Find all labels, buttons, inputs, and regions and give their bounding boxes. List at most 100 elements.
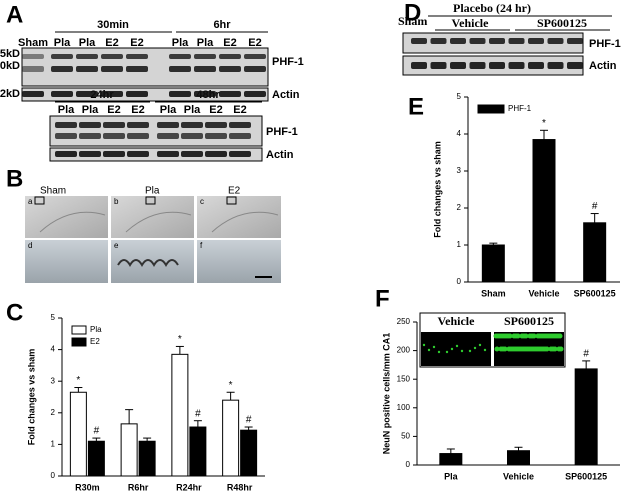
- signal: [432, 345, 436, 349]
- band: [76, 91, 98, 97]
- bar: [69, 391, 87, 477]
- x-tick-label: Pla: [444, 471, 459, 481]
- band: [547, 62, 564, 69]
- band: [51, 54, 73, 59]
- signal: [543, 333, 549, 339]
- legend-label: Pla: [90, 325, 102, 334]
- panel-label: B: [6, 165, 23, 192]
- band: [157, 122, 179, 128]
- signal: [501, 333, 507, 339]
- y-axis-label: Fold changes vs sham: [432, 141, 442, 238]
- group-label: Vehicle: [452, 16, 490, 30]
- band: [219, 66, 241, 72]
- signal: [494, 346, 500, 352]
- band: [126, 54, 148, 59]
- bar: [532, 139, 556, 283]
- row-label: PHF-1: [589, 38, 621, 50]
- band: [411, 38, 427, 44]
- signal: [506, 346, 512, 352]
- panel-label: C: [6, 299, 23, 326]
- lane-label: E2: [223, 37, 236, 49]
- band: [126, 66, 148, 72]
- band: [450, 62, 466, 69]
- lane-label: E2: [233, 104, 246, 116]
- band: [101, 54, 123, 59]
- row-label: PHF-1: [272, 56, 304, 68]
- column-label: E2: [228, 186, 241, 197]
- band: [22, 54, 44, 59]
- blot: [49, 115, 263, 147]
- bar: [120, 423, 138, 477]
- lane-label: E2: [209, 104, 222, 116]
- signal: [514, 346, 520, 352]
- y-axis-label: Fold changes vs sham: [26, 349, 36, 446]
- band: [489, 62, 505, 69]
- band: [528, 62, 544, 69]
- lane-label: E2: [131, 104, 144, 116]
- band: [103, 133, 125, 139]
- x-tick-label: SP600125: [565, 471, 607, 481]
- time-label: 6hr: [213, 19, 231, 31]
- image-letter: e: [114, 241, 119, 250]
- significance-marker: *: [229, 380, 233, 391]
- y-tick-label: 150: [397, 374, 411, 383]
- signal: [483, 348, 487, 352]
- band: [194, 54, 216, 59]
- band: [205, 151, 227, 157]
- band: [229, 151, 251, 157]
- band: [127, 151, 149, 157]
- mw-marker: 50kD: [0, 60, 20, 72]
- band: [229, 122, 251, 128]
- y-tick-label: 200: [397, 346, 411, 355]
- image-letter: b: [114, 197, 119, 206]
- signal: [437, 350, 441, 354]
- inset-signal: [422, 333, 564, 354]
- band: [469, 38, 486, 44]
- lane-label: Pla: [160, 104, 177, 116]
- band: [103, 151, 125, 157]
- lane-label: Pla: [79, 37, 96, 49]
- lane-label: E2: [248, 37, 261, 49]
- signal: [455, 344, 459, 348]
- y-tick-label: 50: [401, 432, 410, 441]
- x-tick-label: Vehicle: [528, 288, 559, 298]
- band: [157, 151, 179, 157]
- band: [22, 91, 44, 97]
- bar: [222, 399, 240, 477]
- band: [101, 91, 123, 97]
- band: [181, 133, 203, 139]
- blot-header: Placebo (24 hr): [453, 1, 531, 15]
- significance-marker: #: [246, 415, 252, 426]
- band: [567, 38, 583, 44]
- band: [127, 122, 149, 128]
- signal: [527, 333, 533, 339]
- band: [169, 54, 191, 59]
- bar: [439, 453, 463, 466]
- y-tick-label: 4: [457, 129, 462, 138]
- band: [79, 122, 101, 128]
- mw-marker: 42kD: [0, 88, 20, 100]
- signal: [519, 333, 525, 339]
- signal: [450, 347, 454, 351]
- band: [244, 91, 266, 97]
- signal: [535, 333, 541, 339]
- column-label: Pla: [145, 186, 160, 197]
- y-tick-label: 0: [51, 471, 56, 480]
- bar: [171, 353, 189, 477]
- image-letter: c: [200, 197, 204, 206]
- band: [127, 133, 149, 139]
- band: [101, 66, 123, 72]
- y-tick-label: 3: [457, 166, 462, 175]
- panel-label: F: [375, 285, 390, 312]
- band: [126, 91, 148, 97]
- image-letter: f: [200, 241, 203, 250]
- lane-label: Sham: [18, 37, 48, 49]
- lane-label: Pla: [54, 37, 71, 49]
- image-letter: a: [28, 197, 33, 206]
- time-label: 30min: [97, 19, 129, 31]
- band: [229, 133, 251, 139]
- group-label: Sham: [398, 14, 427, 28]
- lane-label: Pla: [197, 37, 214, 49]
- band: [76, 54, 98, 59]
